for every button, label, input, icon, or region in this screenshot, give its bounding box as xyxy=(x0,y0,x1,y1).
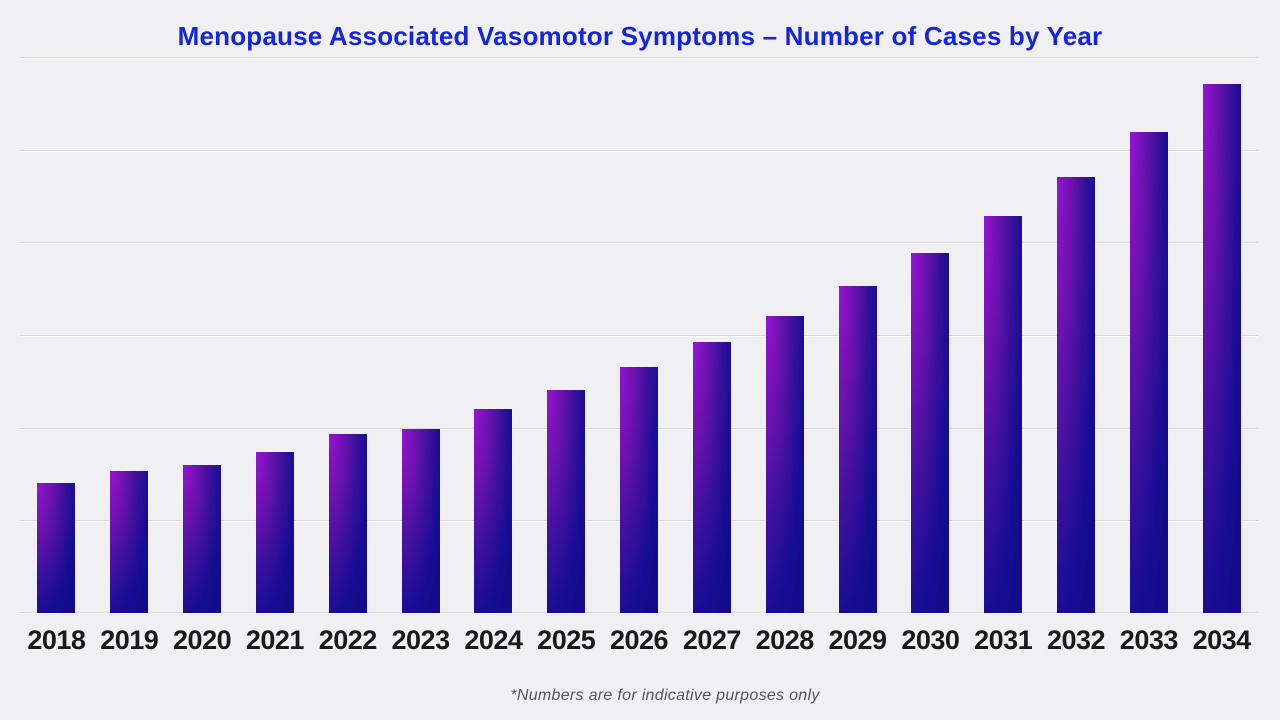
bar-2033 xyxy=(1129,132,1168,613)
bar-2026 xyxy=(620,366,659,613)
bar-2027 xyxy=(692,342,731,613)
bar-2023 xyxy=(401,428,440,613)
bar-2025 xyxy=(547,389,586,613)
bar-cell-2032 xyxy=(1040,57,1113,613)
bar-2019 xyxy=(110,471,149,613)
x-axis-label-2023: 2023 xyxy=(391,625,451,655)
x-axis-label-2031: 2031 xyxy=(974,625,1033,655)
bar-cell-2031 xyxy=(967,57,1040,613)
bar-2028 xyxy=(765,316,804,613)
x-axis-label-2022: 2022 xyxy=(318,625,378,655)
plot-area xyxy=(20,57,1258,613)
x-axis-label-2028: 2028 xyxy=(755,625,815,655)
bar-2018 xyxy=(37,483,76,613)
x-axis-label-2021: 2021 xyxy=(245,625,305,655)
x-axis-label-2027: 2027 xyxy=(682,625,742,655)
bar-series xyxy=(20,57,1258,613)
x-axis-label-2026: 2026 xyxy=(610,625,669,655)
x-axis-label-2024: 2024 xyxy=(464,625,523,655)
bar-2032 xyxy=(1057,176,1095,613)
chart-title: Menopause Associated Vasomotor Symptoms … xyxy=(177,21,1103,51)
bar-cell-2034 xyxy=(1185,57,1258,613)
bar-2031 xyxy=(984,216,1023,613)
bar-2021 xyxy=(255,451,294,613)
x-axis-label-2018: 2018 xyxy=(27,625,86,655)
bar-cell-2025 xyxy=(530,57,603,613)
x-axis-label-2030: 2030 xyxy=(901,625,960,655)
x-axis-label-2029: 2029 xyxy=(828,625,887,655)
x-axis-labels: 2018 2019 2020 2021 2022 2023 2024 2025 2026 2027… xyxy=(20,625,1258,656)
bar-2020 xyxy=(183,464,222,613)
x-axis-label-2032: 2032 xyxy=(1046,625,1106,655)
bar-cell-2022 xyxy=(311,57,384,613)
bar-2034 xyxy=(1202,83,1241,613)
footnote: *Numbers are for indicative purposes onl… xyxy=(510,687,820,704)
x-axis-label-2025: 2025 xyxy=(537,625,596,655)
bar-2029 xyxy=(838,285,877,613)
gridline xyxy=(20,242,1258,244)
bar-2022 xyxy=(328,434,367,613)
bar-cell-2033 xyxy=(1112,57,1185,613)
bar-cell-2019 xyxy=(93,57,166,613)
bar-cell-2030 xyxy=(894,57,967,613)
bar-cell-2024 xyxy=(457,57,530,613)
x-axis-label-2020: 2020 xyxy=(173,625,232,655)
gridline xyxy=(20,149,1258,151)
bar-cell-2027 xyxy=(675,57,748,613)
x-axis-label-2019: 2019 xyxy=(100,625,159,655)
bar-2030 xyxy=(911,252,950,613)
bar-cell-2020 xyxy=(166,57,239,613)
bar-cell-2028 xyxy=(748,57,821,613)
gridline xyxy=(20,335,1258,336)
bar-cell-2029 xyxy=(821,57,894,613)
bar-cell-2026 xyxy=(603,57,676,613)
gridline xyxy=(20,57,1258,58)
x-axis-label-2034: 2034 xyxy=(1192,625,1252,655)
x-axis-label-2033: 2033 xyxy=(1119,625,1179,655)
bar-cell-2018 xyxy=(20,57,93,613)
bar-cell-2023 xyxy=(384,57,457,613)
bar-cell-2021 xyxy=(238,57,311,613)
bar-2024 xyxy=(474,409,513,613)
